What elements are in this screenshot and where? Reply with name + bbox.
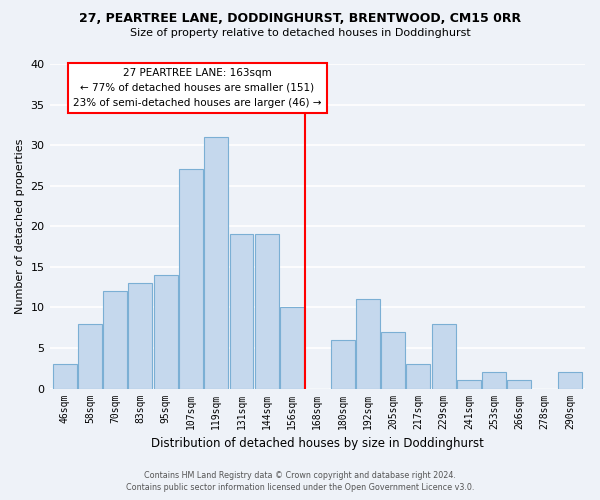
Bar: [356, 300, 380, 388]
Text: 27, PEARTREE LANE, DODDINGHURST, BRENTWOOD, CM15 0RR: 27, PEARTREE LANE, DODDINGHURST, BRENTWO…: [79, 12, 521, 26]
Bar: [179, 170, 203, 388]
Bar: [457, 380, 481, 388]
Bar: [482, 372, 506, 388]
Bar: [255, 234, 279, 388]
X-axis label: Distribution of detached houses by size in Doddinghurst: Distribution of detached houses by size …: [151, 437, 484, 450]
Bar: [431, 324, 455, 388]
Bar: [78, 324, 102, 388]
Bar: [331, 340, 355, 388]
Bar: [103, 291, 127, 388]
Text: 27 PEARTREE LANE: 163sqm
← 77% of detached houses are smaller (151)
23% of semi-: 27 PEARTREE LANE: 163sqm ← 77% of detach…: [73, 68, 322, 108]
Text: Size of property relative to detached houses in Doddinghurst: Size of property relative to detached ho…: [130, 28, 470, 38]
Bar: [128, 283, 152, 389]
Bar: [280, 308, 304, 388]
Bar: [558, 372, 582, 388]
Y-axis label: Number of detached properties: Number of detached properties: [15, 138, 25, 314]
Bar: [406, 364, 430, 388]
Bar: [204, 137, 228, 388]
Bar: [154, 275, 178, 388]
Text: Contains HM Land Registry data © Crown copyright and database right 2024.
Contai: Contains HM Land Registry data © Crown c…: [126, 471, 474, 492]
Bar: [53, 364, 77, 388]
Bar: [508, 380, 532, 388]
Bar: [381, 332, 405, 388]
Bar: [230, 234, 253, 388]
